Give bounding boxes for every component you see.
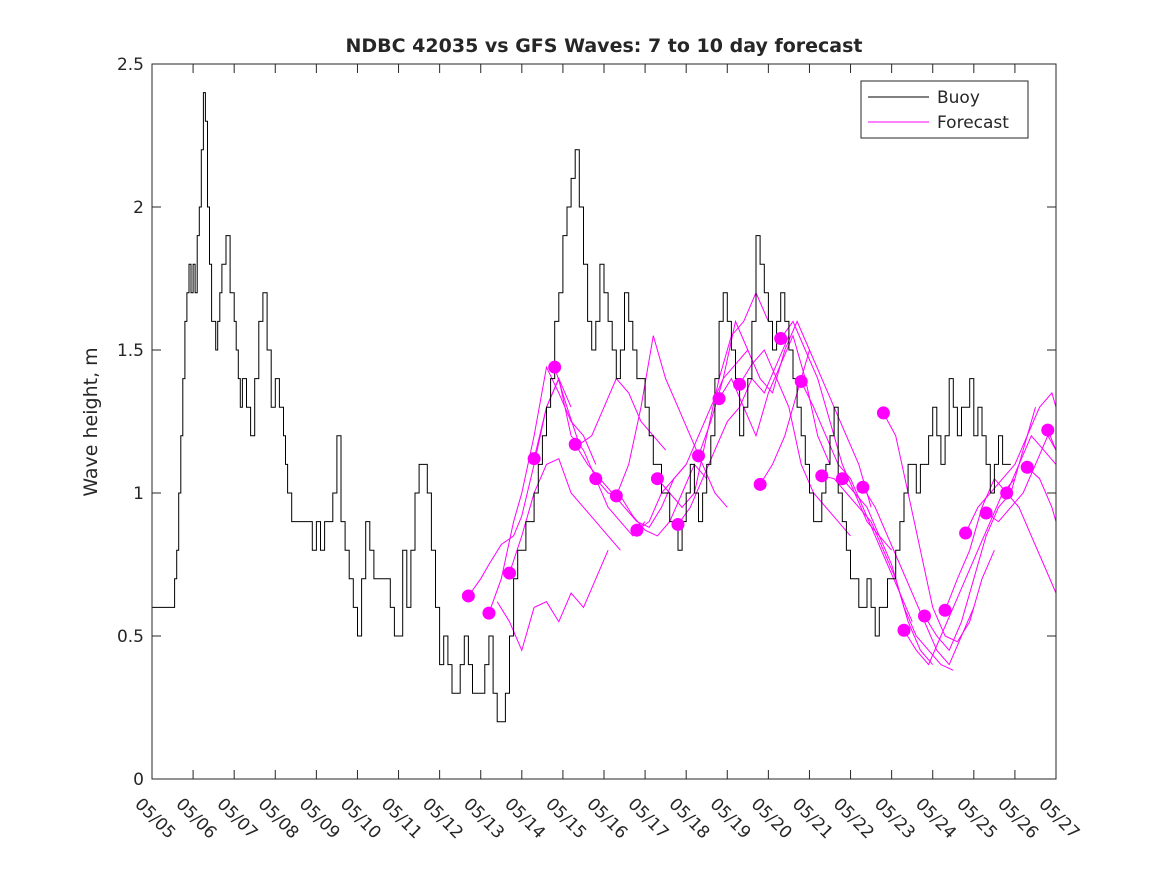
forecast-marker bbox=[1000, 486, 1014, 500]
forecast-line bbox=[488, 365, 597, 614]
forecast-marker bbox=[650, 472, 664, 486]
forecast-marker bbox=[692, 449, 706, 463]
forecast-marker bbox=[753, 477, 767, 491]
forecast-marker bbox=[876, 406, 890, 420]
forecast-line bbox=[841, 478, 954, 671]
forecast-line bbox=[882, 412, 995, 643]
forecast-marker bbox=[548, 360, 562, 374]
y-tick-label: 2.5 bbox=[117, 55, 144, 75]
forecast-marker bbox=[712, 392, 726, 406]
forecast-line bbox=[615, 335, 728, 508]
y-tick-label: 2 bbox=[133, 198, 144, 218]
buoy-line bbox=[152, 92, 1011, 723]
forecast-marker bbox=[794, 374, 808, 388]
forecast-line bbox=[821, 475, 934, 665]
forecast-marker bbox=[461, 589, 475, 603]
forecast-line bbox=[1026, 466, 1057, 522]
forecast-marker bbox=[938, 603, 952, 617]
forecast-line bbox=[924, 407, 1036, 652]
forecast-marker bbox=[897, 623, 911, 637]
forecast-marker bbox=[815, 469, 829, 483]
forecast-marker bbox=[856, 480, 870, 494]
forecast-marker bbox=[918, 609, 932, 623]
forecast-marker bbox=[589, 472, 603, 486]
forecast-marker bbox=[527, 452, 541, 466]
forecast-marker bbox=[502, 566, 516, 580]
chart-title: NDBC 42035 vs GFS Waves: 7 to 10 day for… bbox=[345, 35, 862, 57]
forecast-line bbox=[862, 487, 975, 666]
legend-label: Buoy bbox=[937, 88, 980, 108]
forecast-marker bbox=[733, 377, 747, 391]
series-layer bbox=[152, 92, 1057, 723]
forecast-line bbox=[1006, 492, 1057, 594]
y-axis-label: Wave height, m bbox=[80, 347, 102, 496]
forecast-line bbox=[739, 349, 851, 537]
forecast-marker bbox=[959, 526, 973, 540]
forecast-line bbox=[965, 391, 1057, 534]
y-tick-label: 0.5 bbox=[117, 627, 144, 647]
forecast-marker bbox=[609, 489, 623, 503]
forecast-line bbox=[636, 349, 749, 531]
forecast-marker bbox=[1041, 423, 1055, 437]
forecast-line bbox=[496, 550, 609, 652]
y-tick-label: 1 bbox=[133, 484, 144, 504]
forecast-line bbox=[944, 434, 1057, 611]
forecast-marker bbox=[1020, 460, 1034, 474]
forecast-line bbox=[718, 334, 831, 465]
forecast-line bbox=[903, 478, 1016, 666]
legend-box bbox=[860, 80, 1029, 139]
forecast-marker bbox=[671, 517, 685, 531]
forecast-marker bbox=[568, 437, 582, 451]
legend-label: Forecast bbox=[937, 113, 1009, 133]
forecast-line bbox=[759, 348, 872, 508]
forecast-line bbox=[657, 291, 769, 509]
forecast-marker bbox=[835, 472, 849, 486]
legend: Buoy Forecast bbox=[860, 80, 1029, 139]
forecast-marker bbox=[630, 523, 644, 537]
forecast-marker bbox=[774, 332, 788, 346]
y-tick-label: 1.5 bbox=[117, 341, 144, 361]
y-tick-label: 0 bbox=[133, 770, 144, 790]
plot-frame bbox=[151, 63, 1057, 780]
forecast-marker bbox=[482, 606, 496, 620]
forecast-marker bbox=[979, 506, 993, 520]
forecast-line bbox=[533, 376, 646, 537]
forecast-line bbox=[780, 320, 892, 551]
forecast-line bbox=[554, 367, 666, 451]
forecast-line bbox=[509, 458, 621, 574]
